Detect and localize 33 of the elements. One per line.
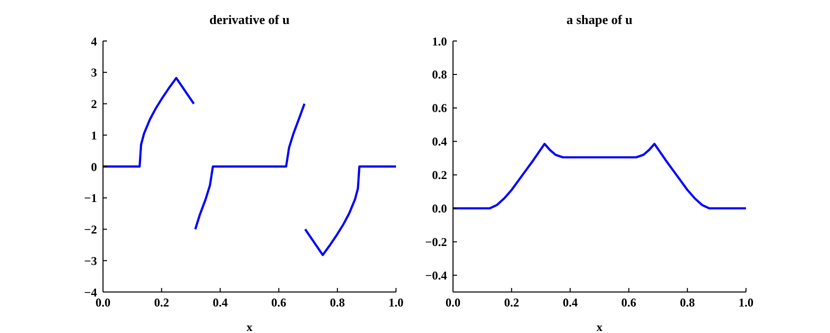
x-tick-label: 0.4 [562,296,578,310]
y-tick-label: 0.8 [432,68,447,82]
y-tick-label: 2 [91,97,97,112]
x-tick-label: 0.0 [446,296,460,310]
x-tick-label: 0.8 [330,296,345,310]
x-tick-label: 1.0 [738,296,754,310]
x-tick-label: 0.2 [504,296,520,310]
chart-title: derivative of u [208,12,291,28]
x-axis-title: x [246,320,252,333]
x-tick-label: 1.0 [388,296,404,310]
y-tick-label: −2 [84,222,97,237]
y-tick-label: −0.4 [425,268,447,283]
x-tick-label: 0.6 [621,296,636,310]
y-tick-label: 0.2 [432,168,447,182]
x-tick-label: 0.4 [212,296,228,310]
y-tick-label: 1.0 [432,34,447,48]
y-tick-label: 0 [91,160,97,174]
chart-title: a shape of u [565,12,634,28]
y-tick-label: 4 [91,34,97,48]
x-tick-label: 0.6 [271,296,286,310]
line-series [453,142,746,210]
y-tick-label: −4 [84,285,97,300]
y-tick-label: −0.2 [425,235,447,250]
x-tick-label: 0.2 [154,296,170,310]
y-tick-label: 0.6 [432,101,447,116]
y-tick-label: −1 [84,191,97,206]
y-tick-label: 0.4 [432,134,447,149]
y-tick-label: 1 [91,128,97,142]
x-axis-title: x [596,320,602,333]
y-tick-label: 3 [91,66,97,80]
y-tick-label: −3 [84,254,97,268]
y-tick-label: 0.0 [432,202,447,216]
x-tick-label: 0.8 [680,296,695,310]
